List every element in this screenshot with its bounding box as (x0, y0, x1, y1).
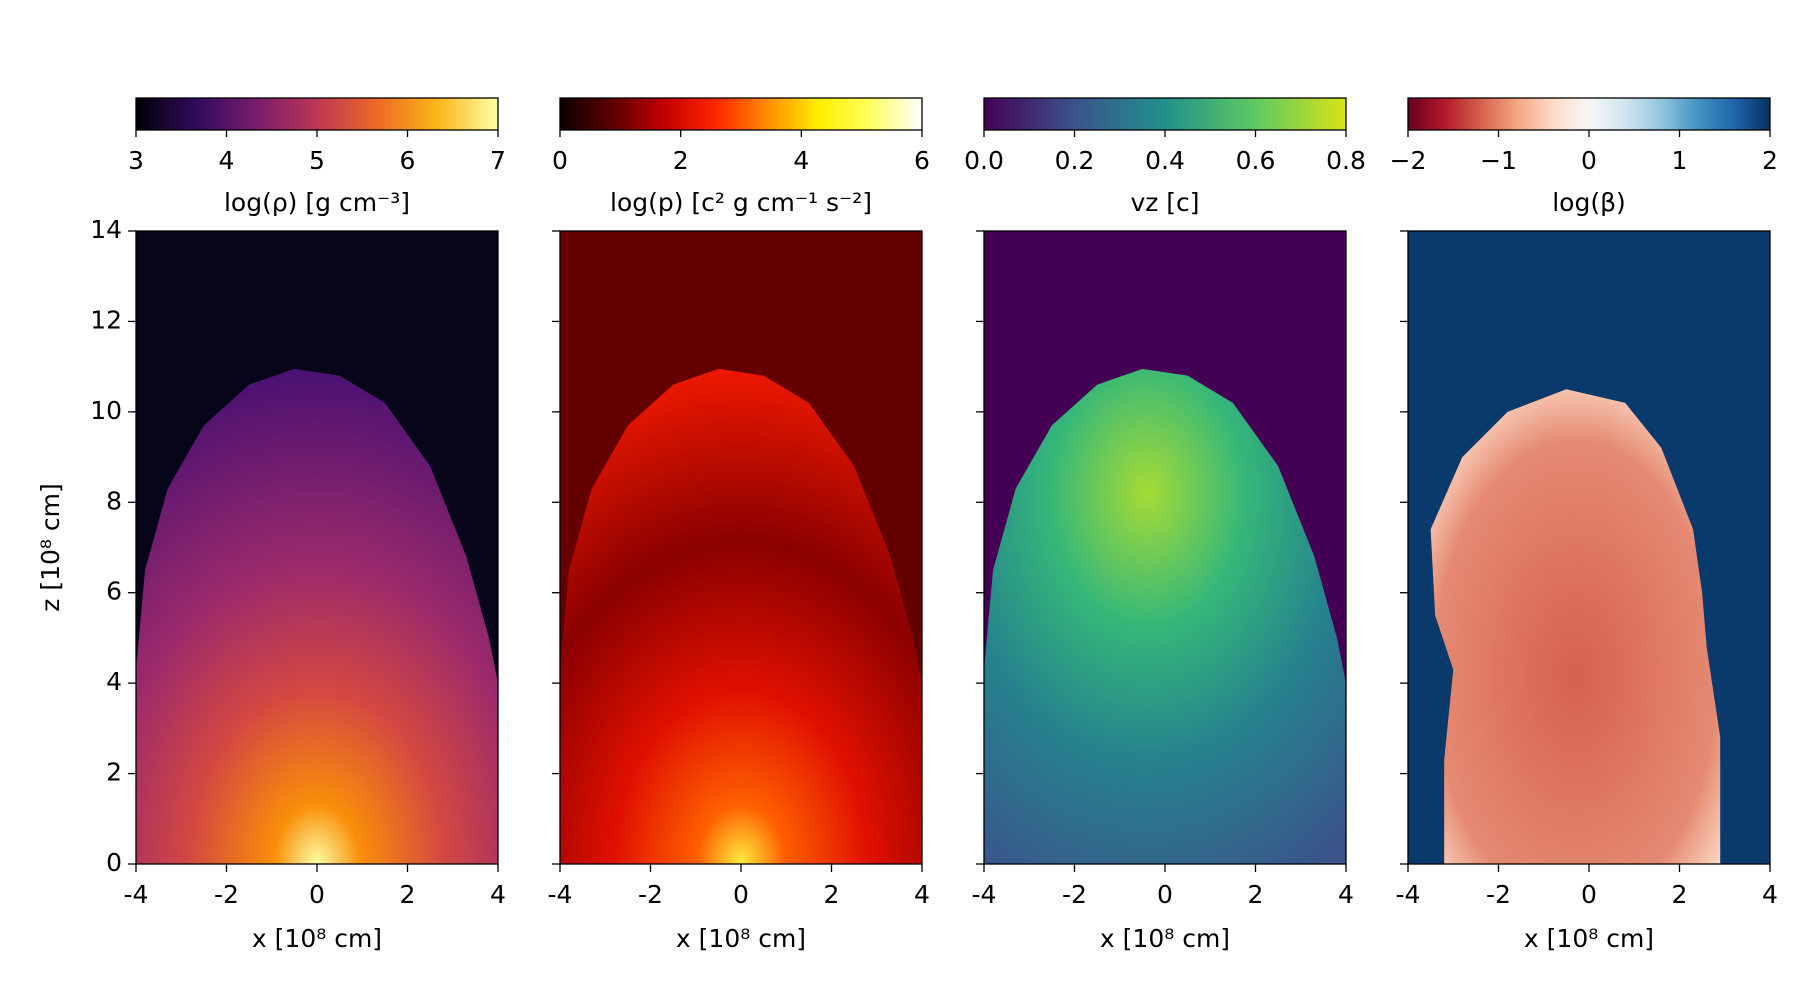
x-tick-label: 2 (824, 880, 840, 909)
x-tick-label: -4 (124, 880, 149, 909)
x-tick-label: -4 (548, 880, 573, 909)
colorbar-tick-label: 0.2 (1055, 146, 1095, 175)
y-tick-label: 8 (106, 486, 122, 515)
colorbar-tick-label: 5 (309, 146, 325, 175)
panel-field (1430, 389, 1721, 864)
colorbar-label: log(β) (1552, 188, 1626, 217)
x-tick-label: 0 (309, 880, 325, 909)
colorbar-tick-label: 0.4 (1145, 146, 1185, 175)
x-tick-label: -4 (1396, 880, 1421, 909)
y-tick-label: 0 (106, 848, 122, 877)
x-axis-label: x [10⁸ cm] (676, 924, 806, 953)
colorbar-tick-label: 6 (914, 146, 930, 175)
colorbar (135, 97, 499, 131)
y-tick-label: 2 (106, 758, 122, 787)
panel-field (136, 368, 498, 864)
colorbar-tick-label: −2 (1390, 146, 1427, 175)
x-tick-label: 4 (1762, 880, 1778, 909)
colorbar-tick-label: 0.6 (1236, 146, 1276, 175)
colorbar-tick-label: 0 (552, 146, 568, 175)
colorbar-tick-label: 1 (1672, 146, 1688, 175)
x-tick-label: 0 (733, 880, 749, 909)
colorbar-label: log(ρ) [g cm⁻³] (224, 188, 410, 217)
x-tick-label: 2 (400, 880, 416, 909)
x-tick-label: 0 (1157, 880, 1173, 909)
colorbar-tick-label: 4 (793, 146, 809, 175)
colorbar-tick-label: 2 (1762, 146, 1778, 175)
x-tick-label: 0 (1581, 880, 1597, 909)
x-tick-label: 4 (914, 880, 930, 909)
colorbar-label: log(p) [c² g cm⁻¹ s⁻²] (610, 188, 872, 217)
x-tick-label: -2 (214, 880, 239, 909)
x-tick-label: 2 (1248, 880, 1264, 909)
colorbar-tick-label: 0.0 (964, 146, 1004, 175)
colorbar-tick-label: 0 (1581, 146, 1597, 175)
y-tick-label: 4 (106, 667, 122, 696)
x-tick-label: 2 (1672, 880, 1688, 909)
colorbar-tick-label: 7 (490, 146, 506, 175)
colorbar-tick-label: 3 (128, 146, 144, 175)
y-tick-label: 14 (90, 215, 122, 244)
x-tick-label: -2 (1486, 880, 1511, 909)
x-tick-label: 4 (1338, 880, 1354, 909)
colorbar-tick-label: −1 (1480, 146, 1517, 175)
x-tick-label: 4 (490, 880, 506, 909)
colorbar (983, 97, 1347, 131)
colorbar (1407, 97, 1771, 131)
x-axis-label: x [10⁸ cm] (252, 924, 382, 953)
colorbar (559, 97, 923, 131)
colorbar-tick-label: 0.8 (1326, 146, 1366, 175)
colorbar-tick-label: 4 (219, 146, 235, 175)
colorbar-tick-label: 6 (400, 146, 416, 175)
x-tick-label: -2 (638, 880, 663, 909)
x-axis-label: x [10⁸ cm] (1524, 924, 1654, 953)
x-tick-label: -2 (1062, 880, 1087, 909)
colorbar-label: vz [c] (1130, 188, 1199, 217)
y-tick-label: 12 (90, 305, 122, 334)
panel-field (984, 368, 1346, 864)
colorbar-tick-label: 2 (673, 146, 689, 175)
x-tick-label: -4 (972, 880, 997, 909)
y-tick-label: 6 (106, 577, 122, 606)
x-axis-label: x [10⁸ cm] (1100, 924, 1230, 953)
y-tick-label: 10 (90, 396, 122, 425)
panel-field (560, 368, 922, 864)
y-axis-label: z [10⁸ cm] (36, 483, 65, 611)
